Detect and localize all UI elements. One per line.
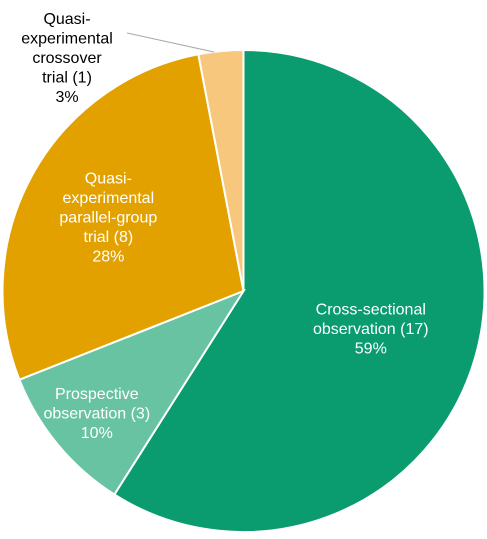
- leader-lines: [126, 32, 215, 53]
- leader-line: [126, 32, 215, 53]
- slice-label-line: observation (17): [313, 321, 429, 338]
- slice-label-line: experimental: [63, 190, 155, 207]
- slice-label: Cross-sectional observation (17) 59%: [313, 301, 429, 357]
- slice-label-line: Quasi-: [43, 11, 90, 28]
- slice-label: Prospective observation (3) 10%: [43, 386, 150, 442]
- slice-label-line: 28%: [92, 249, 124, 266]
- pie-slice-quasi-experimental-parallel-group-trial: [1, 53, 245, 382]
- slice-label-line: parallel-group: [59, 210, 157, 227]
- slice-label-line: Cross-sectional: [316, 301, 426, 318]
- slice-label-line: observation (3): [43, 405, 150, 422]
- pie-slices: [1, 48, 486, 533]
- pie-slice-cross-sectional-observation: [112, 48, 486, 533]
- slice-label-line: Quasi-: [85, 171, 132, 188]
- slice-label-line: trial (1): [42, 70, 92, 87]
- slice-label-line: experimental: [21, 31, 113, 48]
- slice-label-line: trial (8): [83, 229, 133, 246]
- pie-slice-quasi-experimental-crossover-trial: [197, 48, 245, 292]
- slice-label-line: 59%: [355, 340, 387, 357]
- slice-label-line: crossover: [32, 50, 102, 67]
- slice-label: Quasi-experimental crossover trial (1) 3%: [21, 11, 113, 106]
- slice-label-line: 10%: [81, 425, 113, 442]
- slice-labels: Cross-sectional observation (17) 59% Prospe…: [21, 11, 428, 442]
- slice-label: Quasi-experimental parallel-group trial (8…: [59, 171, 157, 266]
- pie-slice-prospective-observation: [18, 288, 246, 496]
- slice-label-line: 3%: [55, 89, 78, 106]
- slice-label-line: Prospective: [55, 386, 139, 403]
